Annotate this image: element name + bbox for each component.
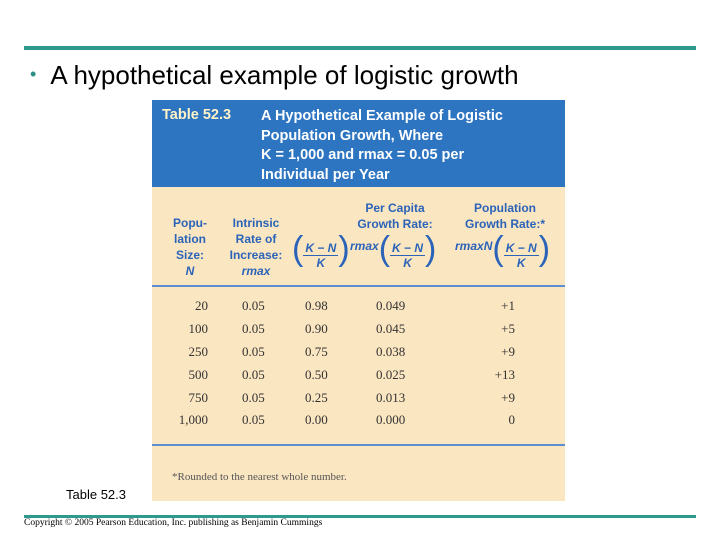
table-label: Table 52.3 [162,107,232,123]
col-header-population-growth-formula: rmaxN( K − N K ) [455,230,551,270]
col-header-text: Increase: [229,248,283,262]
cell-population-size: 500 [188,367,209,382]
cell-intrinsic-rate: 0.05 [242,367,265,382]
cell-intrinsic-rate: 0.05 [242,344,265,359]
cell-fraction: 0.90 [305,321,328,336]
rmax-symbol: rmax [350,239,379,253]
cell-population-size: 750 [188,390,209,405]
figure-caption: Table 52.3 [66,487,126,502]
cell-intrinsic-rate: 0.05 [242,412,265,427]
col-header-fraction: ( K − N K ) [292,230,350,270]
col-header-text: rmax [241,264,271,278]
col-header-text: Rate of [235,232,277,246]
cell-fraction: 0.75 [305,344,328,359]
fraction-denominator: K [403,256,412,270]
top-divider [24,46,696,50]
col-header-intrinsic-rate: Intrinsic Rate of Increase: rmax [222,215,290,279]
fraction-denominator: K [316,256,326,270]
cell-population-size: 20 [195,298,208,313]
col-header-text: lation [174,232,206,246]
col-header-per-capita-formula: rmax( K − N K ) [350,230,437,270]
col-header-text: N [185,264,195,278]
slide-title: A hypothetical example of logistic growt… [50,60,519,90]
cell-population-size: 250 [188,344,209,359]
fraction-numerator: K − N [303,241,339,256]
table-title-line: Individual per Year [261,166,390,183]
cell-population-growth: 0 [508,412,516,427]
cell-population-growth: +1 [501,298,515,313]
cell-population-size: 1,000 [178,412,208,427]
cell-fraction: 0.00 [305,412,328,427]
cell-per-capita: 0.038 [376,344,406,359]
footer-rule [152,444,565,446]
col-header-per-capita: Per Capita Growth Rate: [347,200,443,232]
cell-per-capita: 0.045 [376,321,406,336]
bottom-divider [24,515,696,518]
col-header-text: Growth Rate:* [464,217,545,231]
cell-fraction: 0.98 [305,298,328,313]
copyright-notice: Copyright © 2005 Pearson Education, Inc.… [24,518,323,528]
cell-population-growth: +9 [501,390,515,405]
slide-title-row: • A hypothetical example of logistic gro… [30,60,519,91]
header-rule [152,285,565,287]
cell-population-growth: +5 [501,321,515,336]
cell-fraction: 0.50 [305,367,328,382]
rmaxN-symbol: rmaxN [455,239,493,253]
fraction-numerator: K − N [390,241,426,256]
col-header-text: Popu- [173,216,207,230]
table-title-line: A Hypothetical Example of Logistic [261,108,503,124]
col-header-text: Intrinsic [232,216,280,230]
col-header-text: Size: [175,248,204,262]
cell-intrinsic-rate: 0.05 [242,298,265,313]
cell-population-growth: +13 [494,367,515,382]
bullet-icon: • [30,64,37,84]
table-header: Table 52.3 A Hypothetical Example of Log… [152,100,565,187]
cell-population-growth: +9 [501,344,515,359]
fraction-numerator: K − N [503,241,539,256]
fraction-denominator: K [516,256,526,270]
table-title: A Hypothetical Example of Logistic Popul… [261,107,561,185]
cell-per-capita: 0.013 [376,390,406,405]
col-header-text: Population [474,201,536,215]
table-title-line: K = 1,000 and rmax = 0.05 per [261,147,465,163]
col-header-population-growth: Population Growth Rate:* [452,200,558,232]
cell-fraction: 0.25 [305,390,328,405]
table-image: Table 52.3 A Hypothetical Example of Log… [152,100,565,501]
cell-population-size: 100 [188,321,209,336]
col-header-population-size: Popu- lation Size: N [164,215,216,279]
col-header-text: Growth Rate: [357,217,433,231]
cell-per-capita: 0.049 [376,298,406,313]
table-title-line: Population Growth, Where [261,127,444,144]
col-header-text: Per Capita [365,201,425,215]
cell-intrinsic-rate: 0.05 [242,321,265,336]
cell-per-capita: 0.000 [376,412,406,427]
cell-intrinsic-rate: 0.05 [242,390,265,405]
cell-per-capita: 0.025 [376,367,406,382]
table-footnote: *Rounded to the nearest whole number. [172,471,347,483]
